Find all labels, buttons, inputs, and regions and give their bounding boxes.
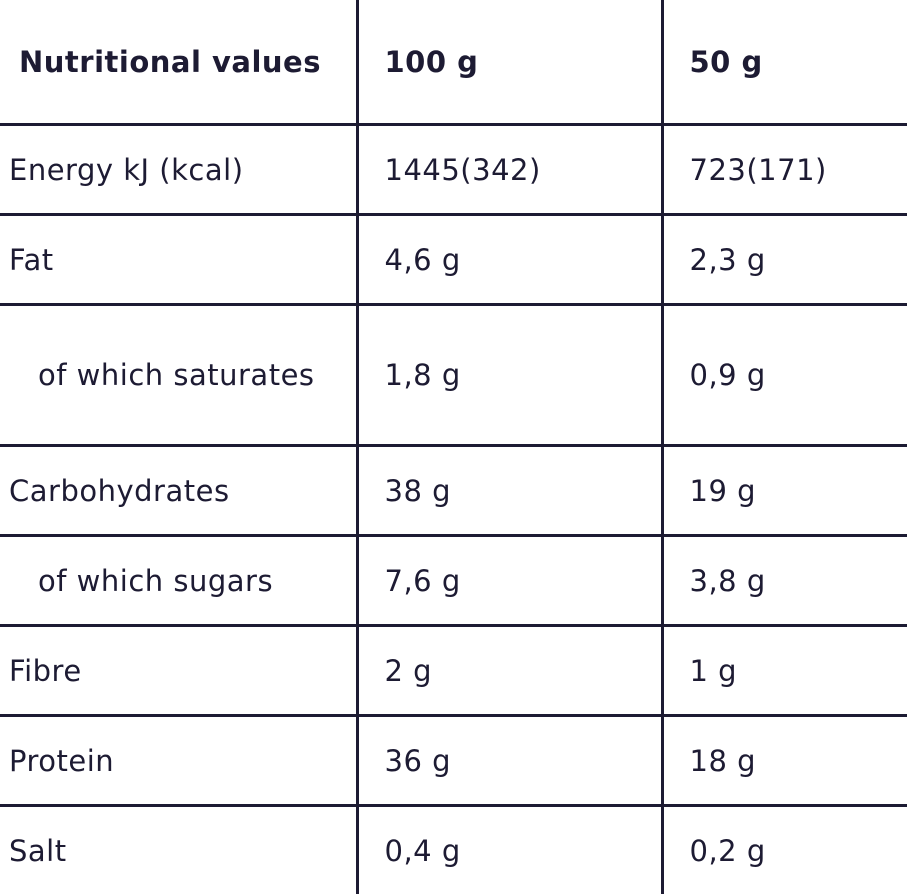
nutrient-label: Protein	[0, 716, 357, 806]
nutrient-value: 0,4 g	[357, 806, 662, 894]
nutrient-value: 2,3 g	[662, 215, 907, 305]
nutrient-label: Carbohydrates	[0, 446, 357, 536]
nutrient-label: of which sugars	[0, 536, 357, 626]
nutrient-label: Fat	[0, 215, 357, 305]
nutrient-value: 19 g	[662, 446, 907, 536]
nutrient-value: 1,8 g	[357, 305, 662, 446]
nutrient-value: 0,2 g	[662, 806, 907, 894]
nutrient-value: 18 g	[662, 716, 907, 806]
header-cell: 100 g	[357, 0, 662, 125]
nutrient-value: 4,6 g	[357, 215, 662, 305]
nutrient-value: 36 g	[357, 716, 662, 806]
nutrient-value: 1445(342)	[357, 125, 662, 215]
nutrient-value: 0,9 g	[662, 305, 907, 446]
nutrient-value: 723(171)	[662, 125, 907, 215]
nutrient-label: Fibre	[0, 626, 357, 716]
nutrient-value: 38 g	[357, 446, 662, 536]
table-row: Energy kJ (kcal)1445(342)723(171)	[0, 125, 907, 215]
nutrient-label: of which saturates	[0, 305, 357, 446]
nutrient-label: Energy kJ (kcal)	[0, 125, 357, 215]
header-cell: 50 g	[662, 0, 907, 125]
nutrient-value: 2 g	[357, 626, 662, 716]
nutrient-value: 3,8 g	[662, 536, 907, 626]
nutrient-value: 7,6 g	[357, 536, 662, 626]
nutrient-value: 1 g	[662, 626, 907, 716]
nutrient-label: Salt	[0, 806, 357, 894]
header-cell: Nutritional values	[0, 0, 357, 125]
